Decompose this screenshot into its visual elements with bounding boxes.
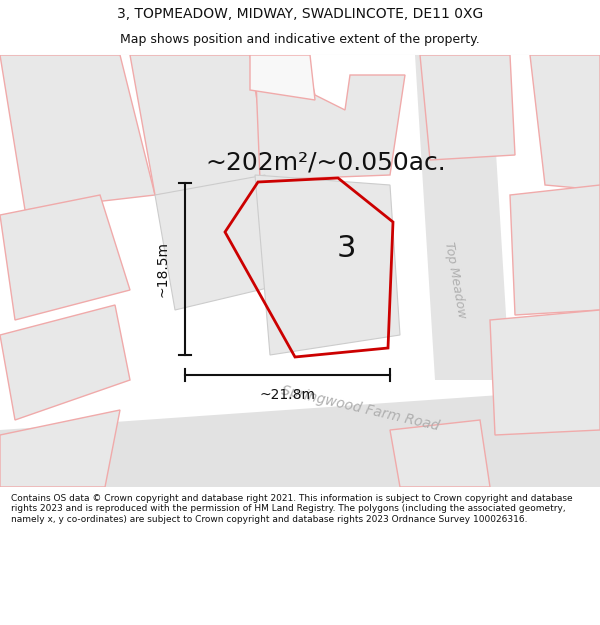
Polygon shape: [0, 195, 130, 320]
Polygon shape: [0, 388, 600, 487]
Polygon shape: [420, 55, 515, 160]
Text: Map shows position and indicative extent of the property.: Map shows position and indicative extent…: [120, 33, 480, 46]
Polygon shape: [155, 175, 280, 310]
Polygon shape: [255, 175, 400, 355]
Polygon shape: [390, 420, 490, 487]
Text: ~21.8m: ~21.8m: [260, 388, 316, 402]
Polygon shape: [490, 310, 600, 435]
Polygon shape: [415, 55, 510, 380]
Polygon shape: [250, 55, 315, 100]
Polygon shape: [530, 55, 600, 190]
Polygon shape: [0, 305, 130, 420]
Polygon shape: [0, 55, 155, 210]
Text: 3, TOPMEADOW, MIDWAY, SWADLINCOTE, DE11 0XG: 3, TOPMEADOW, MIDWAY, SWADLINCOTE, DE11 …: [117, 7, 483, 21]
Polygon shape: [510, 185, 600, 315]
Text: Top Meadow: Top Meadow: [442, 241, 468, 319]
Polygon shape: [255, 55, 405, 180]
Polygon shape: [130, 55, 270, 195]
Text: ~18.5m: ~18.5m: [156, 241, 170, 297]
Text: ~202m²/~0.050ac.: ~202m²/~0.050ac.: [205, 150, 446, 174]
Text: 3: 3: [337, 234, 356, 262]
Text: Springwood Farm Road: Springwood Farm Road: [280, 383, 440, 433]
Text: Contains OS data © Crown copyright and database right 2021. This information is : Contains OS data © Crown copyright and d…: [11, 494, 572, 524]
Polygon shape: [0, 410, 120, 487]
